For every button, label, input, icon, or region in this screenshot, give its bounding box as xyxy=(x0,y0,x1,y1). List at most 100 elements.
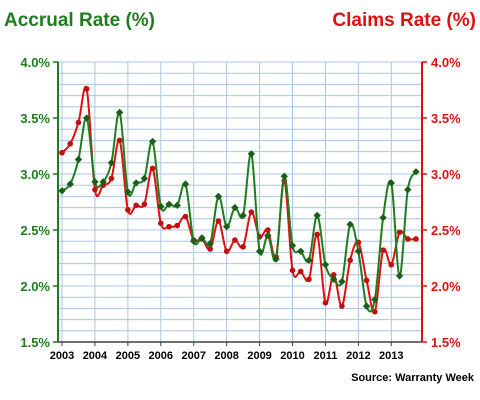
claims-point xyxy=(141,201,148,208)
accrual-point xyxy=(404,186,412,194)
y-tick-label-left: 2.5% xyxy=(20,223,50,238)
claims-point xyxy=(396,229,403,236)
claims-point xyxy=(330,272,337,278)
claims-point xyxy=(223,248,230,255)
accrual-point xyxy=(255,247,264,255)
claims-point xyxy=(232,237,238,243)
y-tick-label-right: 2.0% xyxy=(431,279,461,294)
claims-point xyxy=(157,220,164,227)
series xyxy=(58,85,420,315)
accrual-point xyxy=(157,202,165,211)
accrual-point xyxy=(280,172,288,180)
claims-point xyxy=(240,244,246,250)
accrual-point xyxy=(338,277,346,286)
claims-point xyxy=(92,186,98,193)
accrual-point xyxy=(165,200,173,208)
accrual-point xyxy=(99,178,107,186)
claims-point xyxy=(322,300,329,306)
claims-point xyxy=(372,308,378,315)
accrual-point xyxy=(264,231,272,240)
accrual-point xyxy=(66,180,74,188)
y-tick-label-right: 4.0% xyxy=(431,55,461,70)
tick-labels: 1.5% 1.5% 2.0% 2.0% 2.5% 2.5% 3.0% 3.0% 3.5% 3.5%… xyxy=(20,55,461,362)
accrual-point xyxy=(272,255,280,263)
y-tick-label-right: 3.5% xyxy=(431,111,461,126)
accrual-point xyxy=(371,295,379,304)
x-tick-label: 2009 xyxy=(247,350,271,362)
x-tick-label: 2003 xyxy=(50,350,74,362)
x-tick-label: 2010 xyxy=(280,350,304,362)
claims-point xyxy=(149,165,156,172)
x-tick-label: 2004 xyxy=(83,350,108,362)
x-tick-label: 2013 xyxy=(379,350,403,362)
claims-point xyxy=(306,276,312,283)
accrual-rate-title: Accrual Rate (%) xyxy=(4,10,155,31)
claims-point xyxy=(207,246,213,252)
y-tick-label-left: 1.5% xyxy=(20,335,50,350)
y-tick-label-right: 2.5% xyxy=(431,223,461,238)
accrual-point xyxy=(222,222,231,231)
claims-point xyxy=(404,236,411,242)
accrual-point xyxy=(181,180,190,188)
claims-point xyxy=(413,236,419,242)
x-tick-label: 2012 xyxy=(346,350,370,362)
accrual-point xyxy=(362,302,371,310)
accrual-point xyxy=(313,211,321,220)
claims-point xyxy=(265,227,271,233)
claims-point xyxy=(75,119,82,126)
claims-point xyxy=(116,137,123,144)
claims-point xyxy=(133,202,139,209)
claims-point xyxy=(297,268,304,275)
claims-point xyxy=(215,218,222,224)
claims-point xyxy=(363,277,370,284)
accrual-point xyxy=(140,174,149,183)
accrual-point xyxy=(387,179,395,187)
claims-point xyxy=(339,303,345,309)
y-tick-label-left: 4.0% xyxy=(20,55,50,70)
accrual-point xyxy=(124,188,132,196)
y-tick-label-left: 3.0% xyxy=(20,167,50,182)
claims-point xyxy=(314,231,321,238)
accrual-point xyxy=(107,159,116,167)
x-tick-label: 2006 xyxy=(149,350,173,362)
claims-point xyxy=(67,140,74,147)
accrual-point xyxy=(173,201,181,210)
accrual-line xyxy=(61,111,417,313)
accrual-point xyxy=(354,247,363,255)
x-tick-label: 2007 xyxy=(181,350,205,362)
x-tick-label: 2011 xyxy=(314,350,338,362)
claims-point xyxy=(380,247,386,253)
accrual-point xyxy=(231,203,239,212)
x-tick-label: 2008 xyxy=(214,350,238,362)
accrual-point xyxy=(247,150,256,158)
claims-point xyxy=(125,207,131,213)
grid xyxy=(58,61,422,343)
y-tick-label-left: 2.0% xyxy=(20,279,50,294)
accrual-point xyxy=(91,178,99,186)
claims-rate-title: Claims Rate (%) xyxy=(332,10,476,31)
x-tick-label: 2005 xyxy=(116,350,140,362)
claims-point xyxy=(248,209,255,215)
accrual-point xyxy=(329,275,338,283)
accrual-point xyxy=(83,114,91,122)
series-claims xyxy=(59,85,419,315)
claims-point xyxy=(388,261,395,268)
claims-point xyxy=(108,175,115,182)
accrual-point xyxy=(115,108,124,117)
accrual-point xyxy=(74,155,83,164)
accrual-point xyxy=(321,261,330,269)
claims-point xyxy=(83,86,90,92)
claims-point xyxy=(289,267,296,274)
y-tick-label-left: 3.5% xyxy=(20,111,50,126)
axes xyxy=(53,61,427,346)
source-note: Source: Warranty Week xyxy=(351,372,474,384)
y-tick-label-right: 1.5% xyxy=(431,335,461,350)
accrual-point xyxy=(305,256,313,264)
claims-point xyxy=(59,149,65,156)
accrual-point xyxy=(58,187,66,195)
y-tick-label-right: 3.0% xyxy=(431,167,461,182)
claims-point xyxy=(347,257,353,264)
accrual-point xyxy=(206,239,214,248)
accrual-point xyxy=(395,272,404,280)
